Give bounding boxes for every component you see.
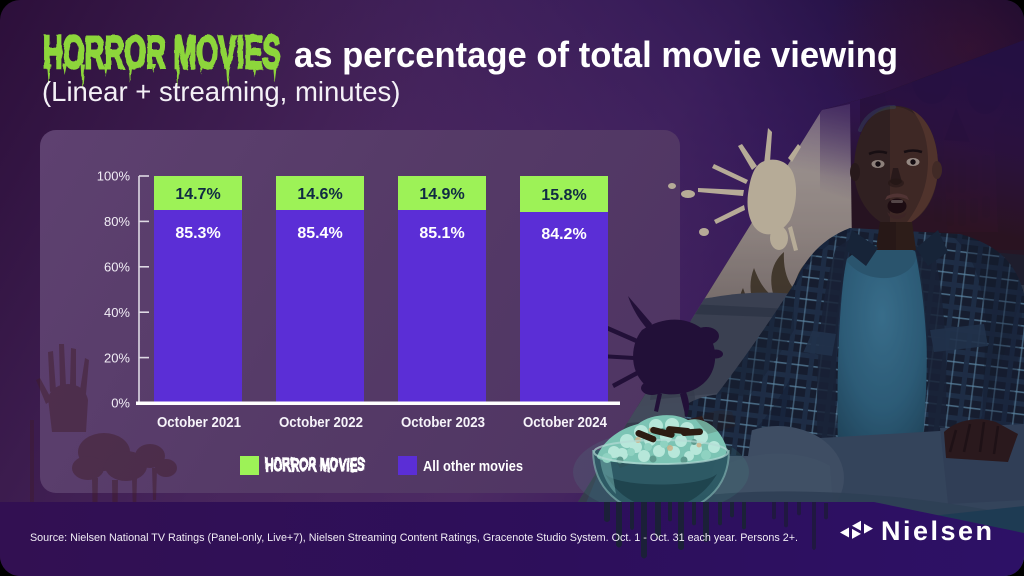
svg-text:HORROR MOVIES: HORROR MOVIES <box>265 454 365 475</box>
svg-text:October 2021: October 2021 <box>157 415 241 431</box>
svg-text:85.3%: 85.3% <box>175 225 220 242</box>
svg-text:14.9%: 14.9% <box>419 186 464 203</box>
svg-text:20%: 20% <box>104 351 130 366</box>
svg-text:14.6%: 14.6% <box>297 186 342 203</box>
svg-text:40%: 40% <box>104 305 130 320</box>
svg-text:85.4%: 85.4% <box>297 225 342 242</box>
svg-text:as percentage of total movie v: as percentage of total movie viewing <box>294 34 898 75</box>
svg-text:HORROR MOVIES: HORROR MOVIES <box>43 26 281 78</box>
svg-text:84.2%: 84.2% <box>541 226 586 243</box>
svg-text:October 2024: October 2024 <box>523 415 607 431</box>
svg-text:85.1%: 85.1% <box>419 225 464 242</box>
svg-text:60%: 60% <box>104 260 130 275</box>
svg-text:100%: 100% <box>97 169 131 184</box>
svg-text:Nielsen: Nielsen <box>881 516 995 546</box>
svg-text:October 2022: October 2022 <box>279 415 363 431</box>
svg-text:(Linear + streaming, minutes): (Linear + streaming, minutes) <box>42 76 400 107</box>
svg-text:All other movies: All other movies <box>423 458 523 475</box>
svg-text:Source: Nielsen National TV Ra: Source: Nielsen National TV Ratings (Pan… <box>30 532 798 544</box>
svg-text:October 2023: October 2023 <box>401 415 485 431</box>
svg-text:15.8%: 15.8% <box>541 187 586 204</box>
svg-text:80%: 80% <box>104 214 130 229</box>
svg-text:0%: 0% <box>111 396 130 411</box>
svg-text:14.7%: 14.7% <box>175 186 220 203</box>
